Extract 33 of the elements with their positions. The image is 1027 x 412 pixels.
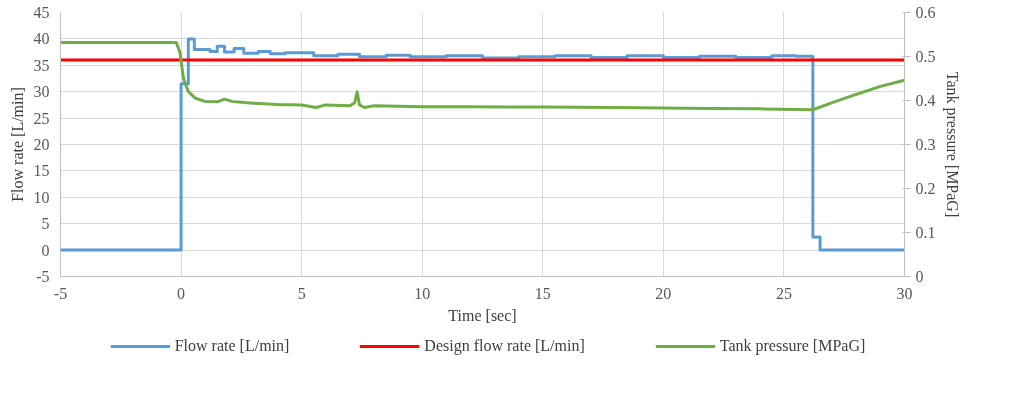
- y-tick-label: 40: [33, 30, 50, 48]
- legend-label: Tank pressure [MPaG]: [719, 337, 866, 355]
- x-tick-label: 5: [297, 284, 306, 302]
- y2-tick-label: 0.3: [915, 136, 936, 153]
- y-tick-label: 30: [33, 83, 50, 101]
- y2-tick-label: 0.4: [915, 92, 936, 109]
- line-series: [60, 40, 905, 112]
- y-tick-label: 5: [41, 215, 50, 233]
- y2-tick-label: 0.2: [915, 180, 936, 197]
- y-tick-label: 15: [33, 162, 50, 180]
- x-tick-label: 10: [414, 284, 431, 302]
- y-tick-label: 25: [33, 109, 50, 127]
- x-axis-title: Time [sec]: [448, 306, 517, 324]
- y2-axis-title: Tank pressure [MPaG]: [942, 71, 961, 218]
- y-tick-label: 35: [33, 56, 50, 74]
- y-tick-label: 0: [41, 241, 50, 259]
- y-tick-label: -5: [36, 268, 50, 285]
- legend-label: Flow rate [L/min]: [174, 337, 290, 355]
- x-tick-label: 25: [775, 284, 792, 302]
- y-tick-label: 45: [33, 4, 50, 21]
- y-tick-label: 20: [33, 136, 50, 153]
- x-tick-label: -5: [53, 284, 68, 302]
- legend-label: Design flow rate [L/min]: [424, 337, 585, 355]
- y2-tick-label: 0.1: [915, 224, 936, 241]
- x-tick-label: 30: [896, 284, 913, 302]
- x-tick-label: 20: [655, 284, 672, 302]
- y2-tick-label: 0.6: [915, 4, 936, 21]
- x-tick-label: 0: [177, 284, 186, 302]
- y-tick-label: 10: [33, 188, 50, 206]
- y2-tick-label: 0: [915, 268, 924, 285]
- y-axis-title: Flow rate [L/min]: [8, 87, 26, 202]
- x-tick-label: 15: [534, 284, 551, 302]
- y2-tick-label: 0.5: [915, 48, 936, 65]
